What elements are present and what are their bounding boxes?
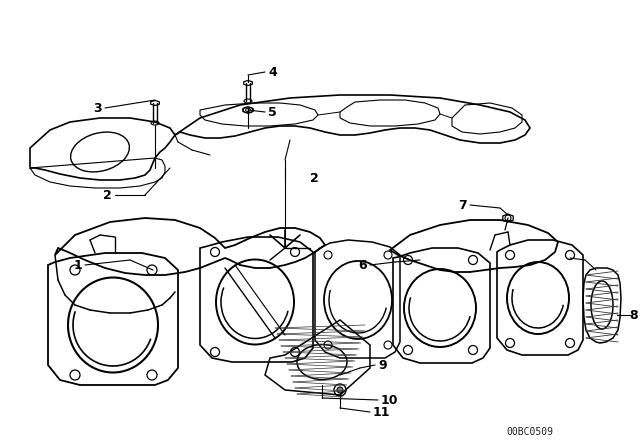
Text: 7: 7 bbox=[458, 198, 467, 211]
Text: 9: 9 bbox=[378, 358, 387, 371]
Text: 00BC0509: 00BC0509 bbox=[506, 427, 554, 437]
Circle shape bbox=[337, 387, 343, 393]
Text: 11: 11 bbox=[373, 405, 390, 418]
Text: 10: 10 bbox=[381, 393, 399, 406]
Text: 1: 1 bbox=[73, 258, 82, 271]
Text: 4: 4 bbox=[268, 65, 276, 78]
Text: 3: 3 bbox=[93, 102, 102, 115]
Text: 8: 8 bbox=[629, 309, 638, 322]
Text: 2: 2 bbox=[310, 172, 319, 185]
Text: 6: 6 bbox=[358, 258, 367, 271]
Text: 2: 2 bbox=[103, 189, 112, 202]
Text: 5: 5 bbox=[268, 105, 276, 119]
